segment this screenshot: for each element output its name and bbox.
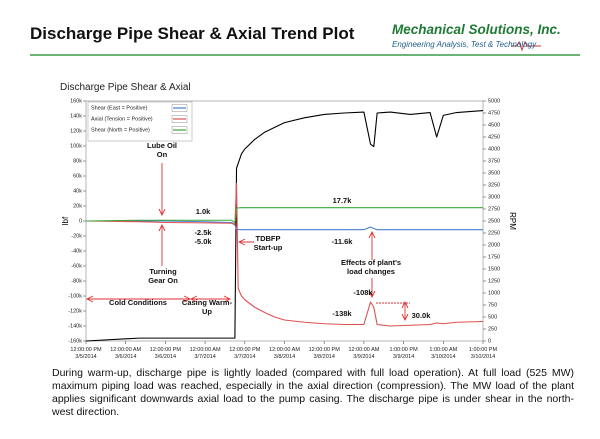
y2-tick-label: 4250: [488, 134, 500, 140]
arrow: [368, 230, 376, 299]
y2-tick-label: 2250: [488, 230, 500, 236]
annotation: -11.6k: [331, 237, 353, 246]
x-tick-label: 12:00:00 AM 3/9/2014: [348, 347, 380, 360]
y-tick-label: -20k: [71, 233, 82, 239]
annotation: Casing Warm-Up: [181, 298, 233, 316]
annotation: -138k: [332, 309, 352, 318]
annotation: Turning Gear On: [148, 267, 178, 285]
y2-tick-label: 1750: [488, 254, 500, 260]
annotation: 17.7k: [332, 196, 352, 205]
y-tick-label: 160k: [70, 98, 82, 104]
series-line: [85, 207, 483, 224]
y-tick-label: -100k: [68, 293, 82, 299]
x-tick-label: 12:00:00 AM 3/7/2014: [189, 347, 221, 360]
x-tick-label: 1:00:00 PM 3/9/2014: [389, 347, 418, 360]
y2-tick-label: 1500: [488, 266, 500, 272]
legend-label: Axial (Tension = Positive): [91, 116, 153, 122]
y2-tick-label: 0: [488, 338, 491, 344]
series-line: [85, 182, 484, 327]
y2-axis-label: RPM: [508, 212, 517, 230]
y-tick-label: 100k: [70, 143, 82, 149]
y-tick-label: 40k: [73, 188, 82, 194]
y2-tick-label: 1000: [488, 290, 500, 296]
y2-tick-label: 3250: [488, 182, 500, 188]
logo-squiggle: [512, 40, 541, 52]
y2-tick-label: 5000: [488, 98, 500, 104]
x-tick-label: 12:00:00 PM 3/7/2014: [229, 347, 261, 360]
x-tick-label: 1:00:00 AM 3/10/2014: [429, 347, 458, 360]
y-tick-label: 20k: [73, 203, 82, 209]
x-tick-label: 12:00:00 AM 3/8/2014: [269, 347, 300, 360]
y-axis-label: lbf: [61, 216, 70, 225]
y-tick-label: -60k: [71, 263, 82, 269]
logo-name: Mechanical Solutions, Inc.: [392, 22, 561, 37]
arrow: [158, 223, 166, 266]
annotation-arrows: [85, 163, 410, 322]
y2-tick-label: 2750: [488, 206, 500, 212]
annotation: -2.5k: [194, 228, 212, 237]
y2-tick-label: 750: [488, 302, 497, 308]
y2-tick-label: 2000: [488, 242, 500, 248]
annotation: Cold Conditions: [109, 298, 167, 307]
y-tick-label: -140k: [68, 323, 82, 329]
slide-title: Discharge Pipe Shear & Axial Trend Plot: [30, 24, 355, 43]
arrow: [158, 163, 166, 217]
annotation: Lube Oil On: [147, 141, 177, 159]
x-tick-label: 12:00:00 AM 3/6/2014: [110, 347, 142, 360]
body-text: During warm-up, discharge pipe is lightl…: [52, 367, 574, 418]
y2-tick-label: 1250: [488, 278, 500, 284]
y-tick-label: -40k: [71, 248, 82, 254]
annotation: TDBFP Start-up: [253, 234, 283, 252]
x-tick-label: 1:00:00 PM 3/10/2014: [468, 347, 498, 360]
y2-tick-label: 4500: [488, 122, 500, 128]
y2-tick-label: 500: [488, 314, 497, 320]
logo-tagline: Engineering Analysis, Test & Technology: [392, 40, 537, 49]
y2-tick-label: 250: [488, 326, 497, 332]
legend-label: Shear (East = Positive): [91, 105, 148, 111]
legend-label: Shear (North = Positive): [91, 127, 150, 133]
x-tick-label: 12:00:00 PM 3/8/2014: [308, 347, 340, 360]
y-tick-label: -160k: [68, 338, 82, 344]
y2-tick-label: 3500: [488, 170, 500, 176]
annotation: 30.0k: [411, 311, 431, 320]
y2-tick-label: 3750: [488, 158, 500, 164]
arrow: [237, 238, 254, 246]
annotation: -5.0k: [194, 237, 212, 246]
arrow: [189, 295, 232, 303]
y-tick-label: -120k: [68, 308, 82, 314]
y-tick-label: 60k: [73, 173, 82, 179]
annotation: 1.0k: [195, 207, 211, 216]
annotation: -108k: [353, 288, 373, 297]
series-line: [85, 110, 484, 342]
y2-tick-label: 3000: [488, 194, 500, 200]
chart-title: Discharge Pipe Shear & Axial: [60, 82, 191, 93]
y-tick-label: 80k: [73, 158, 82, 164]
y2-tick-label: 4000: [488, 146, 500, 152]
x-tick-label: 12:00:00 PM 3/6/2014: [149, 347, 181, 360]
y-tick-label: 140k: [70, 113, 82, 119]
y2-tick-label: 2500: [488, 218, 500, 224]
y-tick-label: 0: [79, 218, 82, 224]
y-tick-label: 120k: [70, 128, 82, 134]
annotation: Effects of plant's load changes: [340, 258, 402, 276]
y2-tick-label: 4750: [488, 110, 500, 116]
arrow: [401, 300, 409, 322]
y-tick-label: -80k: [71, 278, 82, 284]
x-tick-label: 12:00:00 PM 3/5/2014: [70, 347, 102, 360]
